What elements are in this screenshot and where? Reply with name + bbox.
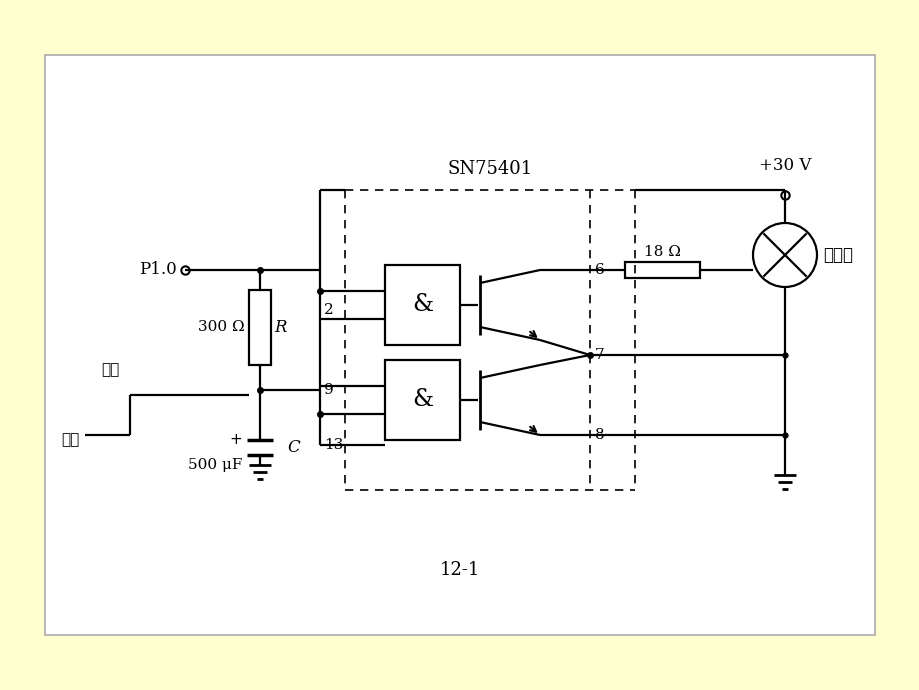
Text: +30 V: +30 V	[758, 157, 811, 173]
Circle shape	[752, 223, 816, 287]
Text: 8: 8	[595, 428, 604, 442]
Text: SN75401: SN75401	[447, 160, 532, 178]
Text: 7: 7	[595, 348, 604, 362]
Text: &: &	[412, 388, 433, 411]
Text: 13: 13	[323, 438, 343, 452]
Text: 300 Ω: 300 Ω	[199, 320, 244, 335]
Text: 6: 6	[595, 263, 604, 277]
Bar	[384, 265, 460, 345]
Text: 白炽灯: 白炽灯	[823, 246, 852, 264]
Text: +: +	[229, 431, 242, 446]
Text: 开启: 开启	[101, 362, 119, 377]
Text: 9: 9	[323, 383, 334, 397]
Text: 12-1: 12-1	[439, 561, 480, 579]
Text: 2: 2	[323, 303, 334, 317]
Text: C: C	[287, 439, 300, 456]
Bar	[249, 290, 271, 365]
FancyBboxPatch shape	[45, 55, 874, 635]
Text: 18 Ω: 18 Ω	[643, 245, 680, 259]
Text: &: &	[412, 293, 433, 317]
Text: 500 μF: 500 μF	[187, 458, 242, 472]
Text: R: R	[274, 319, 286, 336]
Bar	[624, 262, 699, 278]
Text: P1.0: P1.0	[139, 262, 176, 279]
Bar	[384, 360, 460, 440]
Text: 关闭: 关闭	[62, 433, 80, 448]
